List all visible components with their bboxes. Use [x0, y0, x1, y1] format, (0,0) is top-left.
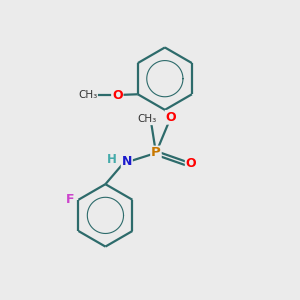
Text: O: O [166, 111, 176, 124]
Text: N: N [122, 155, 132, 168]
Text: F: F [66, 193, 74, 206]
Text: CH₃: CH₃ [137, 114, 157, 124]
Text: H: H [107, 153, 117, 166]
Text: O: O [112, 88, 123, 101]
Text: P: P [151, 146, 161, 160]
Text: O: O [186, 157, 196, 170]
Text: CH₃: CH₃ [78, 90, 97, 100]
